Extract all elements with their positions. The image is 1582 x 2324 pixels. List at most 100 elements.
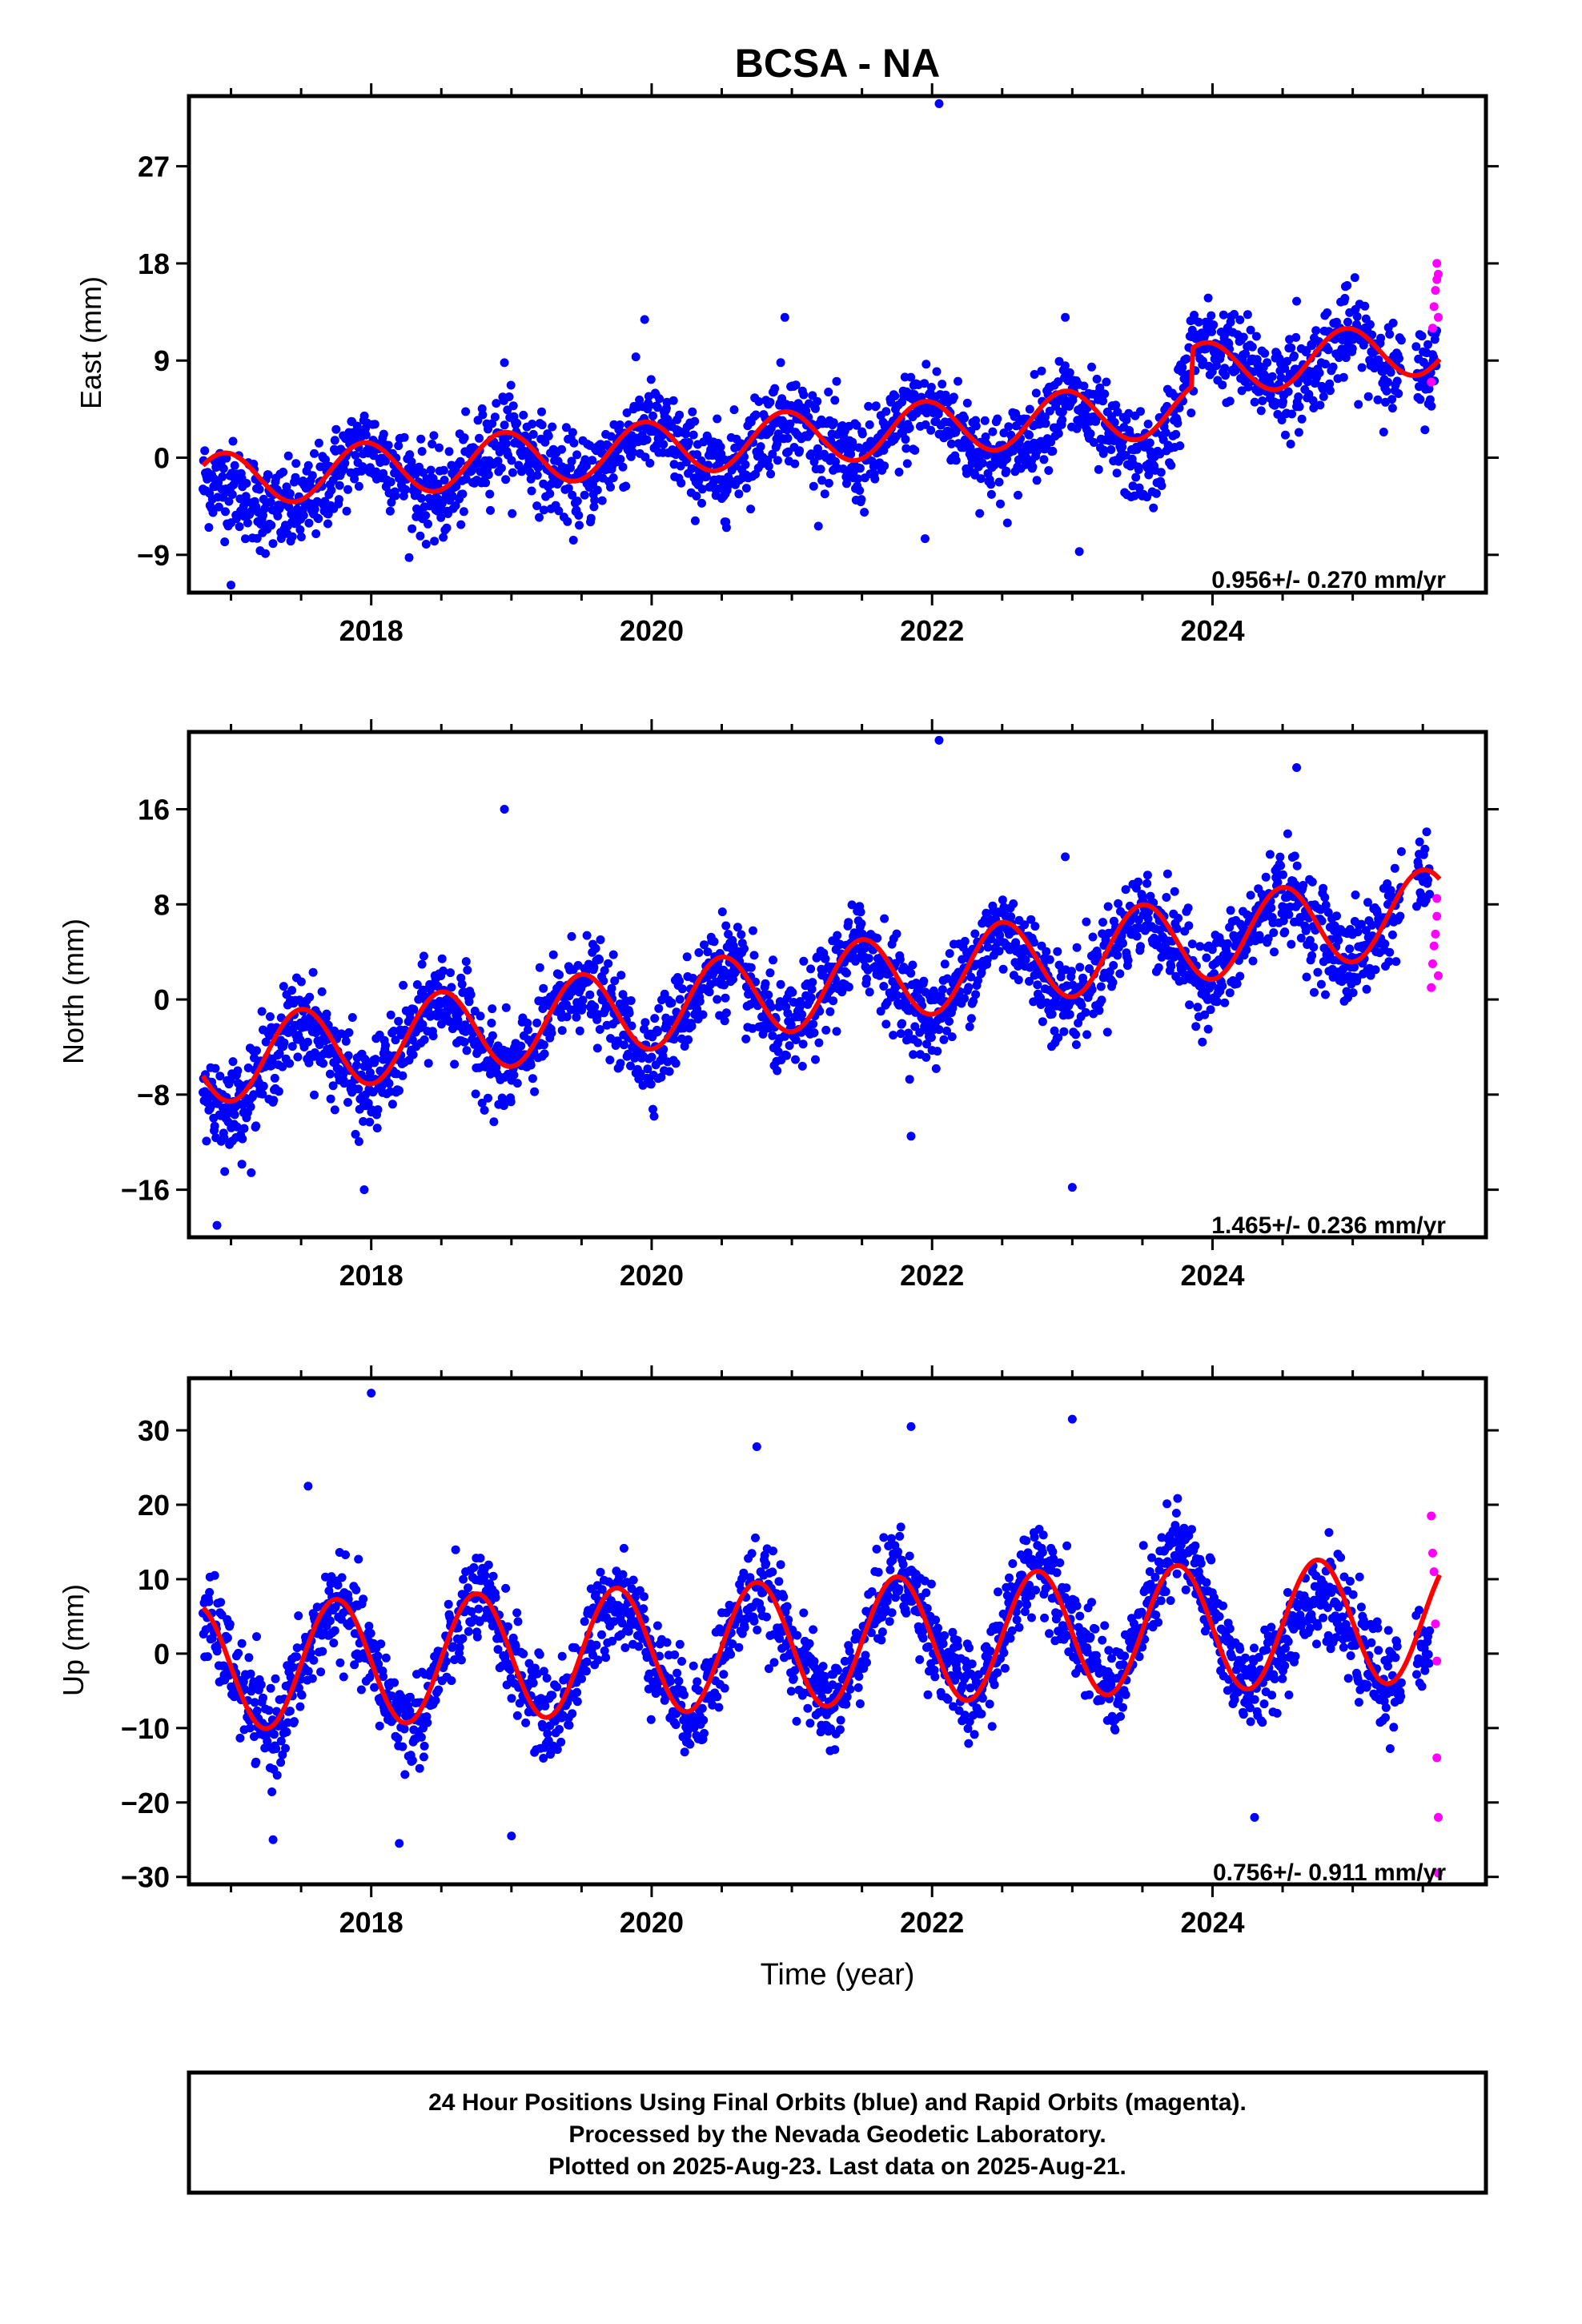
up-final-orbit-point bbox=[577, 1674, 586, 1683]
north-final-orbit-point bbox=[343, 1098, 352, 1107]
north-final-orbit-point bbox=[476, 1011, 485, 1021]
north-final-orbit-point bbox=[596, 935, 605, 944]
up-final-orbit-point bbox=[504, 1622, 512, 1631]
north-final-orbit-point bbox=[387, 1100, 397, 1109]
east-final-orbit-point bbox=[569, 438, 579, 448]
north-final-orbit-point bbox=[1332, 911, 1341, 921]
north-final-orbit-point bbox=[1146, 891, 1155, 901]
north-final-orbit-point bbox=[322, 1009, 331, 1019]
north-final-orbit-point bbox=[371, 1055, 380, 1064]
north-final-orbit-point bbox=[1026, 915, 1036, 924]
east-final-orbit-point bbox=[545, 489, 555, 498]
up-final-orbit-point bbox=[464, 1626, 473, 1636]
east-final-orbit-point bbox=[537, 407, 546, 416]
north-final-orbit-point bbox=[880, 914, 889, 923]
north-final-orbit-point bbox=[1283, 829, 1292, 838]
east-final-orbit-point bbox=[1230, 310, 1239, 319]
up-final-orbit-point bbox=[405, 1692, 415, 1702]
north-final-orbit-point bbox=[589, 963, 599, 972]
east-final-orbit-point bbox=[1392, 376, 1402, 386]
north-final-orbit-point bbox=[412, 980, 422, 989]
east-final-orbit-point bbox=[220, 537, 230, 547]
east-final-orbit-point bbox=[1286, 440, 1295, 448]
north-final-orbit-point bbox=[1207, 979, 1216, 989]
east-final-orbit-point bbox=[813, 521, 823, 531]
east-final-orbit-point bbox=[1054, 428, 1063, 438]
east-final-orbit-point bbox=[231, 514, 241, 524]
east-final-orbit-point bbox=[1383, 377, 1392, 387]
north-plot-frame bbox=[187, 730, 1488, 1240]
up-final-orbit-point bbox=[381, 1653, 391, 1663]
east-final-orbit-point bbox=[1256, 406, 1266, 416]
north-final-orbit-point bbox=[330, 1105, 339, 1115]
east-final-orbit-point bbox=[1004, 422, 1014, 432]
east-final-orbit-point bbox=[697, 485, 707, 494]
up-final-orbit-point bbox=[488, 1571, 498, 1581]
north-final-orbit-point bbox=[1042, 998, 1052, 1007]
north-final-orbit-point bbox=[512, 1079, 522, 1088]
east-rapid-orbit-point bbox=[1432, 259, 1442, 268]
north-final-orbit-point bbox=[945, 1016, 954, 1026]
up-final-orbit-point bbox=[390, 1678, 400, 1687]
up-final-orbit-point bbox=[330, 1626, 339, 1635]
east-final-orbit-point bbox=[751, 410, 761, 420]
north-final-orbit-point bbox=[590, 1002, 600, 1011]
east-final-orbit-point bbox=[532, 501, 542, 511]
east-final-orbit-point bbox=[590, 496, 600, 505]
north-final-orbit-point bbox=[1371, 965, 1380, 975]
east-final-orbit-point bbox=[954, 376, 962, 386]
north-final-orbit-point bbox=[1287, 939, 1296, 949]
east-final-orbit-point bbox=[645, 458, 655, 468]
east-final-orbit-point bbox=[1045, 406, 1054, 416]
north-final-orbit-point bbox=[265, 1031, 275, 1040]
north-final-orbit-point bbox=[365, 1117, 375, 1127]
north-final-orbit-point bbox=[807, 984, 817, 994]
north-final-orbit-point bbox=[998, 895, 1007, 905]
north-final-orbit-point bbox=[1248, 956, 1258, 966]
north-final-orbit-point bbox=[945, 949, 954, 959]
north-final-orbit-point bbox=[1273, 878, 1283, 887]
east-final-orbit-point bbox=[1121, 451, 1130, 460]
north-final-orbit-point bbox=[1059, 1027, 1069, 1036]
east-final-orbit-point bbox=[575, 521, 584, 530]
north-x-tick-label: 2022 bbox=[900, 1259, 964, 1292]
east-y-tick-label: −9 bbox=[137, 539, 170, 572]
north-final-orbit-point bbox=[1353, 927, 1363, 937]
east-final-orbit-point bbox=[411, 469, 420, 479]
east-final-orbit-point bbox=[557, 444, 566, 454]
north-final-orbit-point bbox=[228, 1057, 238, 1067]
east-final-orbit-point bbox=[820, 489, 829, 499]
north-final-orbit-point bbox=[501, 1003, 511, 1012]
east-final-orbit-point bbox=[1243, 382, 1253, 392]
east-rapid-orbit-point bbox=[1427, 377, 1436, 387]
up-final-orbit-point bbox=[596, 1567, 605, 1577]
east-final-orbit-point bbox=[741, 484, 751, 493]
north-final-orbit-point bbox=[1038, 1017, 1047, 1027]
north-final-orbit-point bbox=[1390, 863, 1399, 873]
north-final-orbit-point bbox=[931, 1063, 941, 1073]
east-final-orbit-point bbox=[618, 462, 628, 472]
north-final-orbit-point bbox=[351, 1129, 360, 1139]
north-final-orbit-point bbox=[773, 1066, 782, 1076]
up-final-orbit-point bbox=[513, 1617, 523, 1626]
north-final-orbit-point bbox=[215, 1072, 225, 1081]
east-final-orbit-point bbox=[519, 410, 528, 420]
east-final-orbit-point bbox=[1277, 416, 1287, 424]
east-final-orbit-point bbox=[235, 522, 244, 532]
east-final-orbit-point bbox=[809, 481, 818, 491]
north-final-orbit-point bbox=[640, 1018, 650, 1027]
east-final-orbit-point bbox=[537, 420, 547, 430]
east-final-orbit-point bbox=[1134, 465, 1143, 474]
north-final-orbit-point bbox=[1050, 1026, 1059, 1035]
north-final-orbit-point bbox=[806, 993, 816, 1003]
up-final-orbit-point bbox=[267, 1787, 277, 1796]
east-final-orbit-point bbox=[606, 482, 615, 492]
east-final-orbit-point bbox=[616, 455, 625, 464]
east-final-orbit-point bbox=[1157, 481, 1166, 490]
up-final-orbit-point bbox=[235, 1733, 245, 1743]
east-final-orbit-point bbox=[242, 479, 251, 488]
east-final-orbit-point bbox=[926, 383, 936, 392]
north-x-tick-label: 2018 bbox=[339, 1259, 404, 1292]
east-final-orbit-point bbox=[754, 397, 764, 406]
north-final-orbit-point bbox=[1383, 879, 1392, 888]
